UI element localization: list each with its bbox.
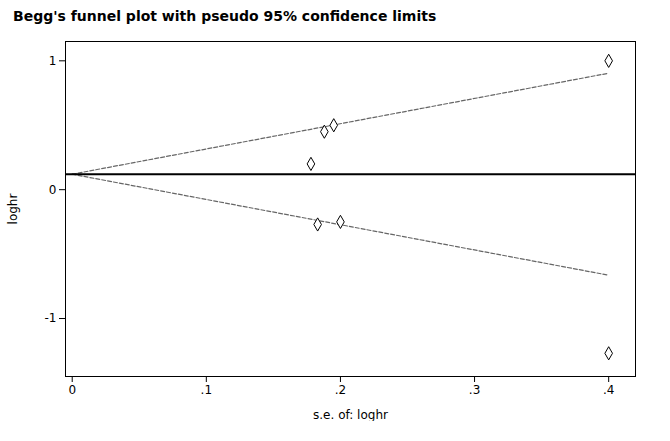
svg-text:s.e. of: loghr: s.e. of: loghr <box>313 408 388 422</box>
svg-text:0: 0 <box>49 183 57 197</box>
svg-text:.1: .1 <box>201 383 212 397</box>
svg-text:.2: .2 <box>335 383 346 397</box>
svg-text:0: 0 <box>68 383 76 397</box>
html-text:Begg's funnel plot with pseudo: Begg's funnel plot with pseudo 95% confi… <box>13 8 437 24</box>
svg-text:-1: -1 <box>45 311 57 325</box>
svg-text:1: 1 <box>49 54 57 68</box>
svg-text:loghr: loghr <box>6 194 20 225</box>
svg-text:.3: .3 <box>469 383 480 397</box>
svg-text:.4: .4 <box>603 383 614 397</box>
